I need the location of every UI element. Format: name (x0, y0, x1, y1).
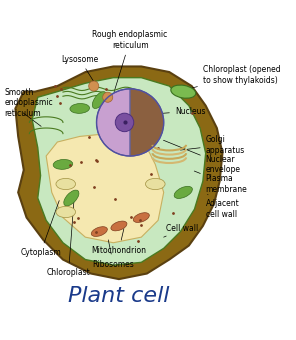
Text: Plasma
membrane: Plasma membrane (194, 171, 247, 194)
Text: Plant cell: Plant cell (68, 286, 170, 306)
Polygon shape (130, 89, 164, 156)
Polygon shape (96, 89, 130, 156)
Ellipse shape (171, 85, 196, 98)
Circle shape (115, 113, 134, 132)
Text: Adjacent
cell wall: Adjacent cell wall (206, 194, 239, 219)
Ellipse shape (133, 213, 149, 222)
Text: Rough endoplasmic
reticulum: Rough endoplasmic reticulum (92, 30, 168, 92)
Ellipse shape (56, 206, 75, 218)
Text: Smooth
endoplasmic
reticulum: Smooth endoplasmic reticulum (4, 88, 53, 118)
Ellipse shape (56, 178, 75, 190)
Text: Golgi
apparatus: Golgi apparatus (181, 135, 245, 154)
Text: Nuclear
envelope: Nuclear envelope (163, 140, 241, 174)
Ellipse shape (53, 159, 73, 169)
Ellipse shape (111, 221, 127, 231)
Ellipse shape (174, 186, 192, 199)
Text: Chloroplast (opened
to show thylakoids): Chloroplast (opened to show thylakoids) (192, 65, 281, 88)
Ellipse shape (91, 227, 107, 236)
Polygon shape (32, 78, 206, 265)
Text: Nucleus: Nucleus (155, 107, 205, 116)
Text: Ribosomes: Ribosomes (92, 240, 134, 269)
Polygon shape (15, 66, 223, 279)
Circle shape (89, 81, 99, 91)
Text: Cell wall: Cell wall (164, 224, 199, 237)
Text: Cytoplasm: Cytoplasm (20, 201, 61, 257)
Circle shape (103, 92, 113, 102)
Ellipse shape (92, 91, 106, 108)
Text: Mitochondrion: Mitochondrion (91, 229, 147, 255)
Polygon shape (46, 134, 164, 243)
Ellipse shape (146, 178, 165, 190)
Text: Lysosome: Lysosome (61, 55, 98, 84)
Ellipse shape (64, 190, 79, 206)
Ellipse shape (70, 103, 89, 113)
Text: Chloroplast: Chloroplast (47, 201, 90, 277)
